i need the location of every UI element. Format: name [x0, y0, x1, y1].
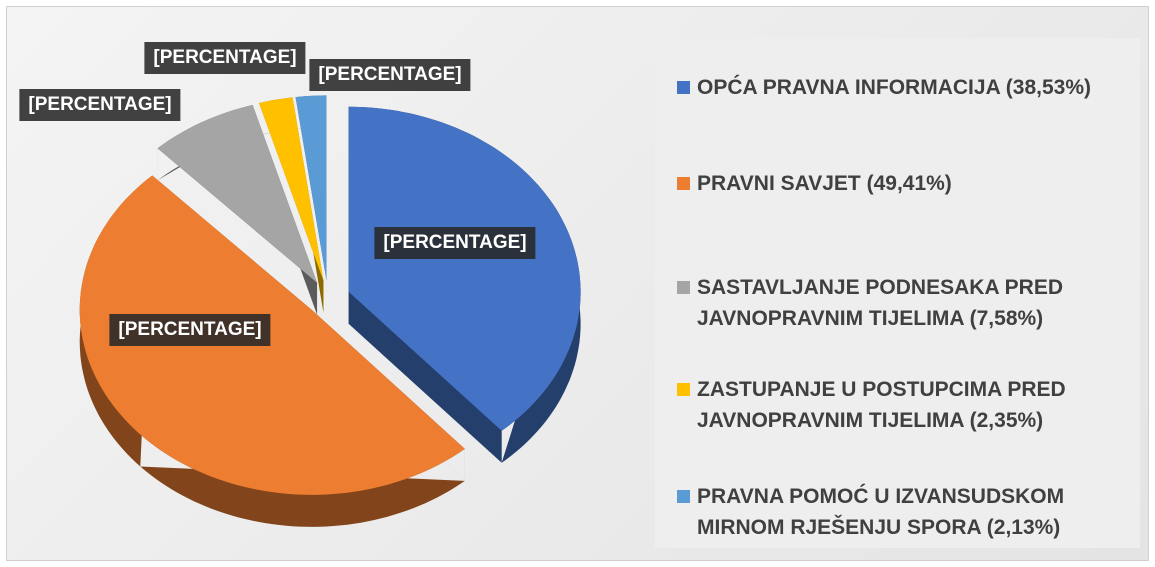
slice — [348, 106, 581, 431]
slice — [259, 97, 324, 281]
legend-swatch — [677, 281, 690, 294]
legend-entry: PRAVNI SAVJET (49,41%) — [677, 168, 1137, 199]
legend-swatch — [677, 81, 690, 94]
data-label: [PERCENTAGE] — [19, 89, 181, 121]
legend-label: PRAVNI SAVJET (49,41%) — [697, 172, 952, 195]
data-label: [PERCENTAGE] — [144, 42, 306, 74]
slice — [157, 105, 318, 283]
legend-entry: OPĆA PRAVNA INFORMACIJA (38,53%) — [677, 72, 1137, 103]
legend-label: OPĆA PRAVNA INFORMACIJA (38,53%) — [697, 76, 1091, 99]
data-label: [PERCENTAGE] — [109, 314, 271, 346]
slice — [79, 175, 465, 495]
legend: OPĆA PRAVNA INFORMACIJA (38,53%) PRAVNI S… — [655, 38, 1140, 548]
legend-entry: ZASTUPANJE U POSTUPCIMA PRED JAVNOPRAVNI… — [677, 374, 1137, 436]
legend-entry: SASTAVLJANJE PODNESAKA PRED JAVNOPRAVNIM… — [677, 272, 1137, 334]
legend-swatch — [677, 177, 690, 190]
data-label: [PERCENTAGE] — [309, 59, 471, 91]
legend-entry: PRAVNA POMOĆ U IZVANSUDSKOM MIRNOM RJEŠE… — [677, 481, 1137, 543]
legend-swatch — [677, 383, 690, 396]
legend-label: SASTAVLJANJE PODNESAKA PRED JAVNOPRAVNIM… — [697, 276, 1064, 330]
data-label: [PERCENTAGE] — [374, 227, 536, 259]
legend-label: PRAVNA POMOĆ U IZVANSUDSKOM MIRNOM RJEŠE… — [697, 485, 1065, 539]
legend-swatch — [677, 490, 690, 503]
slice — [295, 95, 327, 281]
legend-label: ZASTUPANJE U POSTUPCIMA PRED JAVNOPRAVNI… — [697, 378, 1066, 432]
pie-tops — [79, 95, 581, 495]
